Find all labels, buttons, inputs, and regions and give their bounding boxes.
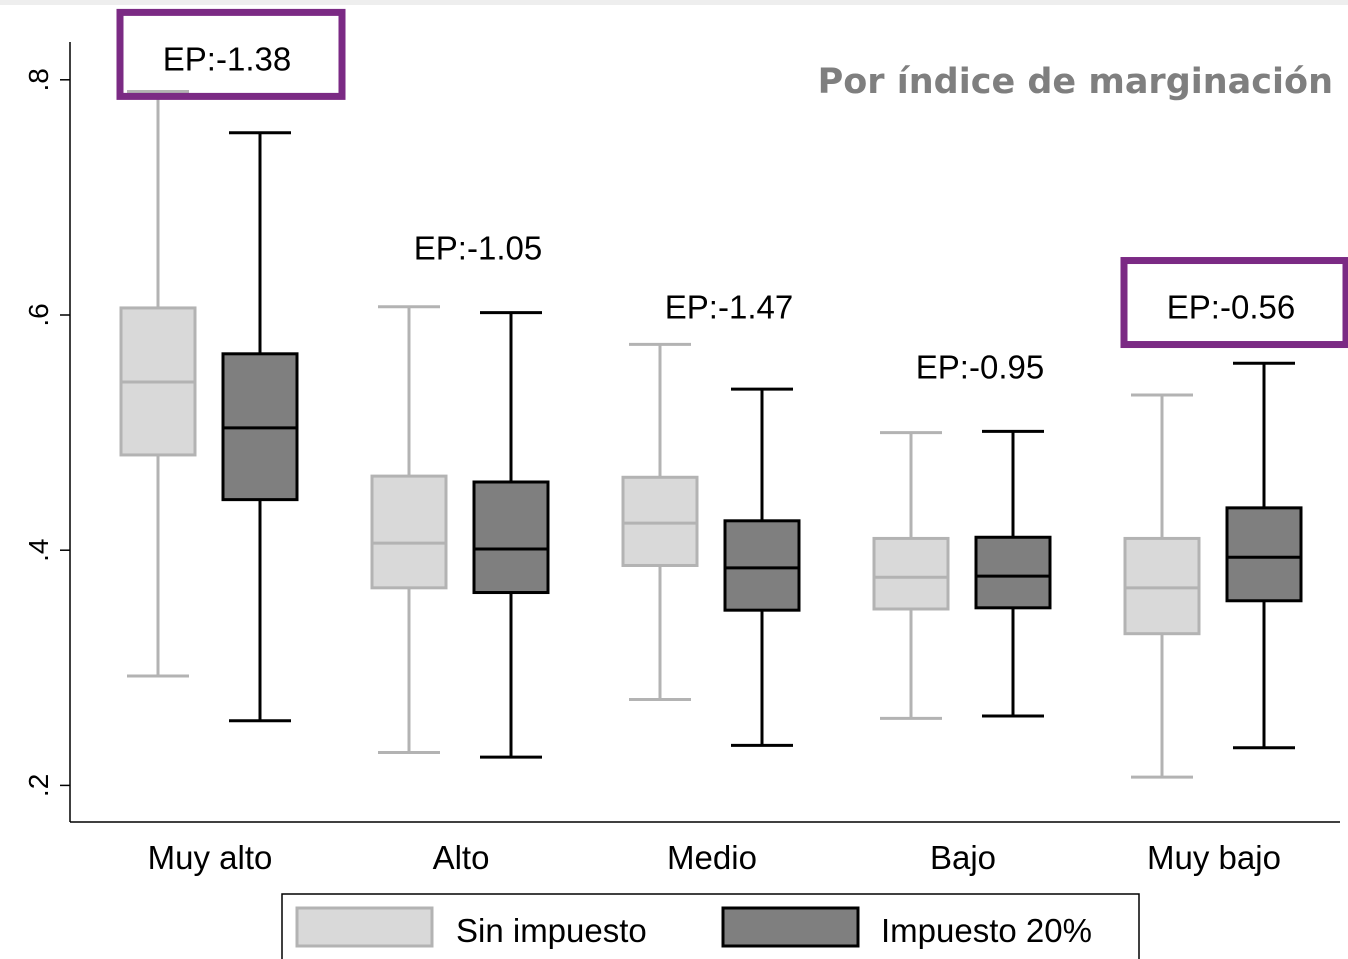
annotation: EP:-1.38 [116,8,346,100]
box-iqr [974,535,1052,610]
legend-swatch-sin-impuesto [295,906,434,948]
category-label: Bajo [930,839,996,876]
box-0-3 [872,431,950,720]
category-label: Alto [433,839,490,876]
annotation-label: EP:-1.47 [665,289,793,326]
box-iqr [621,475,699,567]
y-tick-label: .6 [23,303,54,326]
category-label: Medio [667,839,757,876]
box-series [119,90,1303,779]
box-0-2 [621,342,699,702]
annotation: EP:-0.95 [916,349,1044,386]
annotation: EP:-1.47 [665,289,793,326]
box-0-0 [119,90,197,678]
annotations: EP:-1.38 EP:-1.05 EP:-1.47 EP:-0.95 EP:-0.56 [116,8,1348,386]
box-1-4 [1225,361,1303,750]
legend-label-sin-impuesto: Sin impuesto [456,912,647,949]
y-ticks: .2 .4 .6 .8 [23,68,70,797]
y-tick-label: .8 [23,68,54,91]
box-1-1 [472,311,550,759]
box-iqr [1225,506,1303,603]
top-strip [0,0,1348,5]
box-1-2 [723,387,801,747]
y-tick-label: .2 [23,774,54,797]
box-1-3 [974,429,1052,718]
box-iqr [1123,536,1201,636]
legend-swatch-impuesto-20 [721,906,860,948]
box-iqr [723,519,801,612]
chart-title: Por índice de marginación [818,62,1333,102]
annotation-highlight-box [116,8,346,100]
annotation-label: EP:-0.95 [916,349,1044,386]
box-iqr [472,480,550,595]
axes [69,42,1340,823]
box-0-1 [370,305,448,754]
annotation-label: EP:-1.38 [163,40,291,77]
box-iqr [872,536,950,611]
category-label: Muy alto [148,839,273,876]
annotation: EP:-1.05 [414,230,542,267]
annotation-highlight-box [1120,257,1348,349]
y-tick-label: .4 [23,539,54,562]
annotation-label: EP:-1.05 [414,230,542,267]
legend: Sin impuesto Impuesto 20% [281,893,1140,959]
category-label: Muy bajo [1147,839,1281,876]
legend-label-impuesto-20: Impuesto 20% [881,912,1092,949]
box-0-4 [1123,393,1201,779]
box-iqr [370,474,448,590]
box-1-0 [221,131,299,723]
category-labels: Muy alto Alto Medio Bajo Muy bajo [148,839,1281,876]
annotation-label: EP:-0.56 [1167,289,1295,326]
annotation: EP:-0.56 [1120,257,1348,349]
